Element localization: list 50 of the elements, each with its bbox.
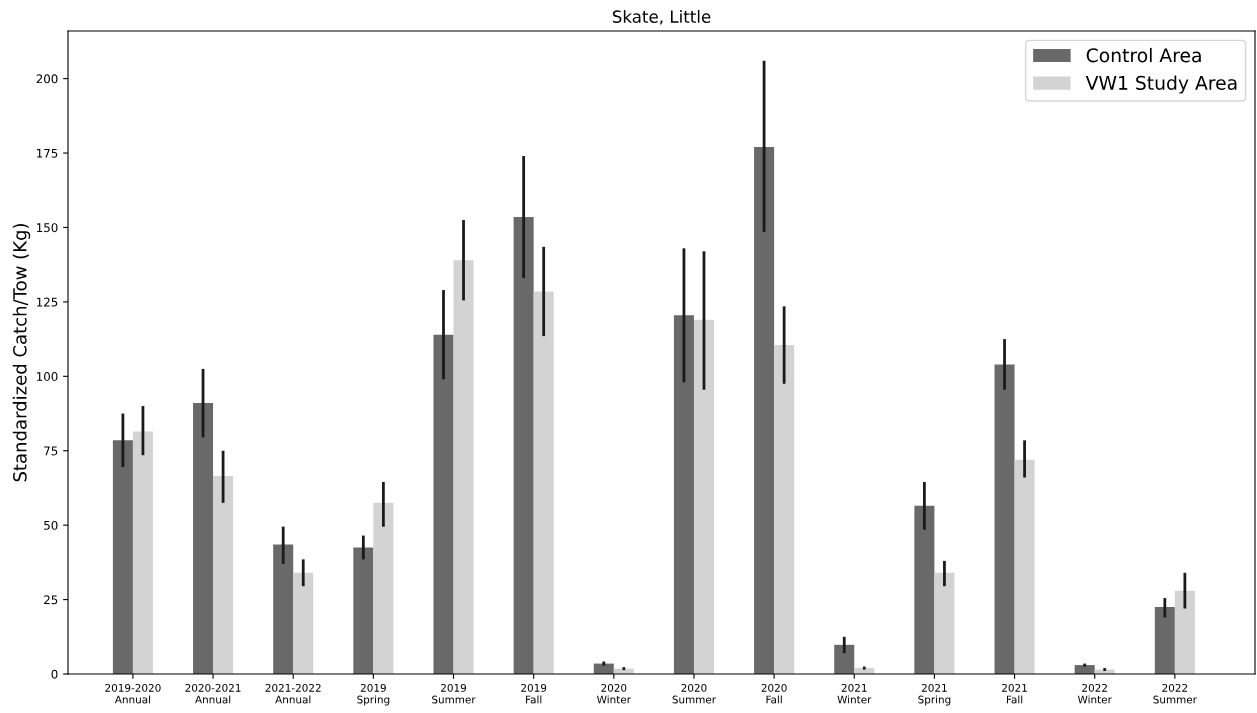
bar	[433, 334, 454, 674]
x-tick-label: 2019 Fall	[521, 683, 547, 704]
y-tick-label: 25	[44, 595, 58, 605]
bar	[353, 547, 374, 674]
x-tick-label: 2020 Summer	[672, 683, 717, 704]
bar	[112, 440, 133, 674]
y-tick-label: 75	[44, 446, 58, 456]
bar	[994, 364, 1015, 674]
legend-label: VW1 Study Area	[1085, 75, 1237, 94]
x-tick-label: 2020-2021 Annual	[185, 683, 241, 704]
bar	[273, 544, 294, 674]
x-tick-label: 2019-2020 Annual	[105, 683, 161, 704]
bar	[1014, 459, 1035, 674]
x-tick-label: 2021 Winter	[837, 683, 872, 704]
x-tick-label: 2022 Summer	[1153, 683, 1197, 704]
bar	[213, 476, 234, 674]
x-tick-label: 2022 Winter	[1077, 683, 1112, 704]
bar	[1154, 607, 1175, 674]
y-axis-title: Standardized Catch/Tow (Kg)	[12, 224, 31, 482]
x-tick-label: 2020 Winter	[596, 683, 631, 704]
y-tick-label: 0	[51, 669, 58, 679]
y-tick-label: 150	[37, 223, 58, 233]
bar	[132, 431, 153, 674]
bar	[914, 505, 935, 674]
y-tick-label: 100	[37, 372, 58, 381]
bar	[193, 403, 214, 674]
bar	[533, 291, 554, 674]
bar	[373, 502, 394, 674]
x-tick-label: 2019 Summer	[432, 683, 476, 704]
y-tick-label: 50	[44, 520, 58, 530]
bar	[834, 644, 855, 674]
y-tick-label: 200	[36, 74, 58, 84]
bar	[1174, 590, 1195, 674]
bar	[453, 260, 474, 674]
x-tick-label: 2019 Spring	[357, 683, 390, 706]
x-tick-label: 2021 Spring	[918, 683, 951, 706]
bar	[754, 147, 775, 674]
bar	[293, 572, 314, 674]
x-tick-label: 2020 Fall	[761, 683, 787, 704]
bar	[673, 315, 694, 674]
bar	[693, 319, 714, 674]
x-tick-label: 2021 Fall	[1002, 683, 1027, 704]
bar	[513, 217, 534, 674]
legend-label: Control Area	[1086, 47, 1201, 63]
y-tick-label: 125	[37, 297, 58, 307]
bar	[774, 345, 795, 674]
bar	[934, 572, 955, 674]
y-tick-label: 175	[37, 148, 58, 158]
chart-title: Skate, Little	[612, 10, 711, 25]
x-tick-label: 2021-2022 Annual	[265, 683, 321, 704]
